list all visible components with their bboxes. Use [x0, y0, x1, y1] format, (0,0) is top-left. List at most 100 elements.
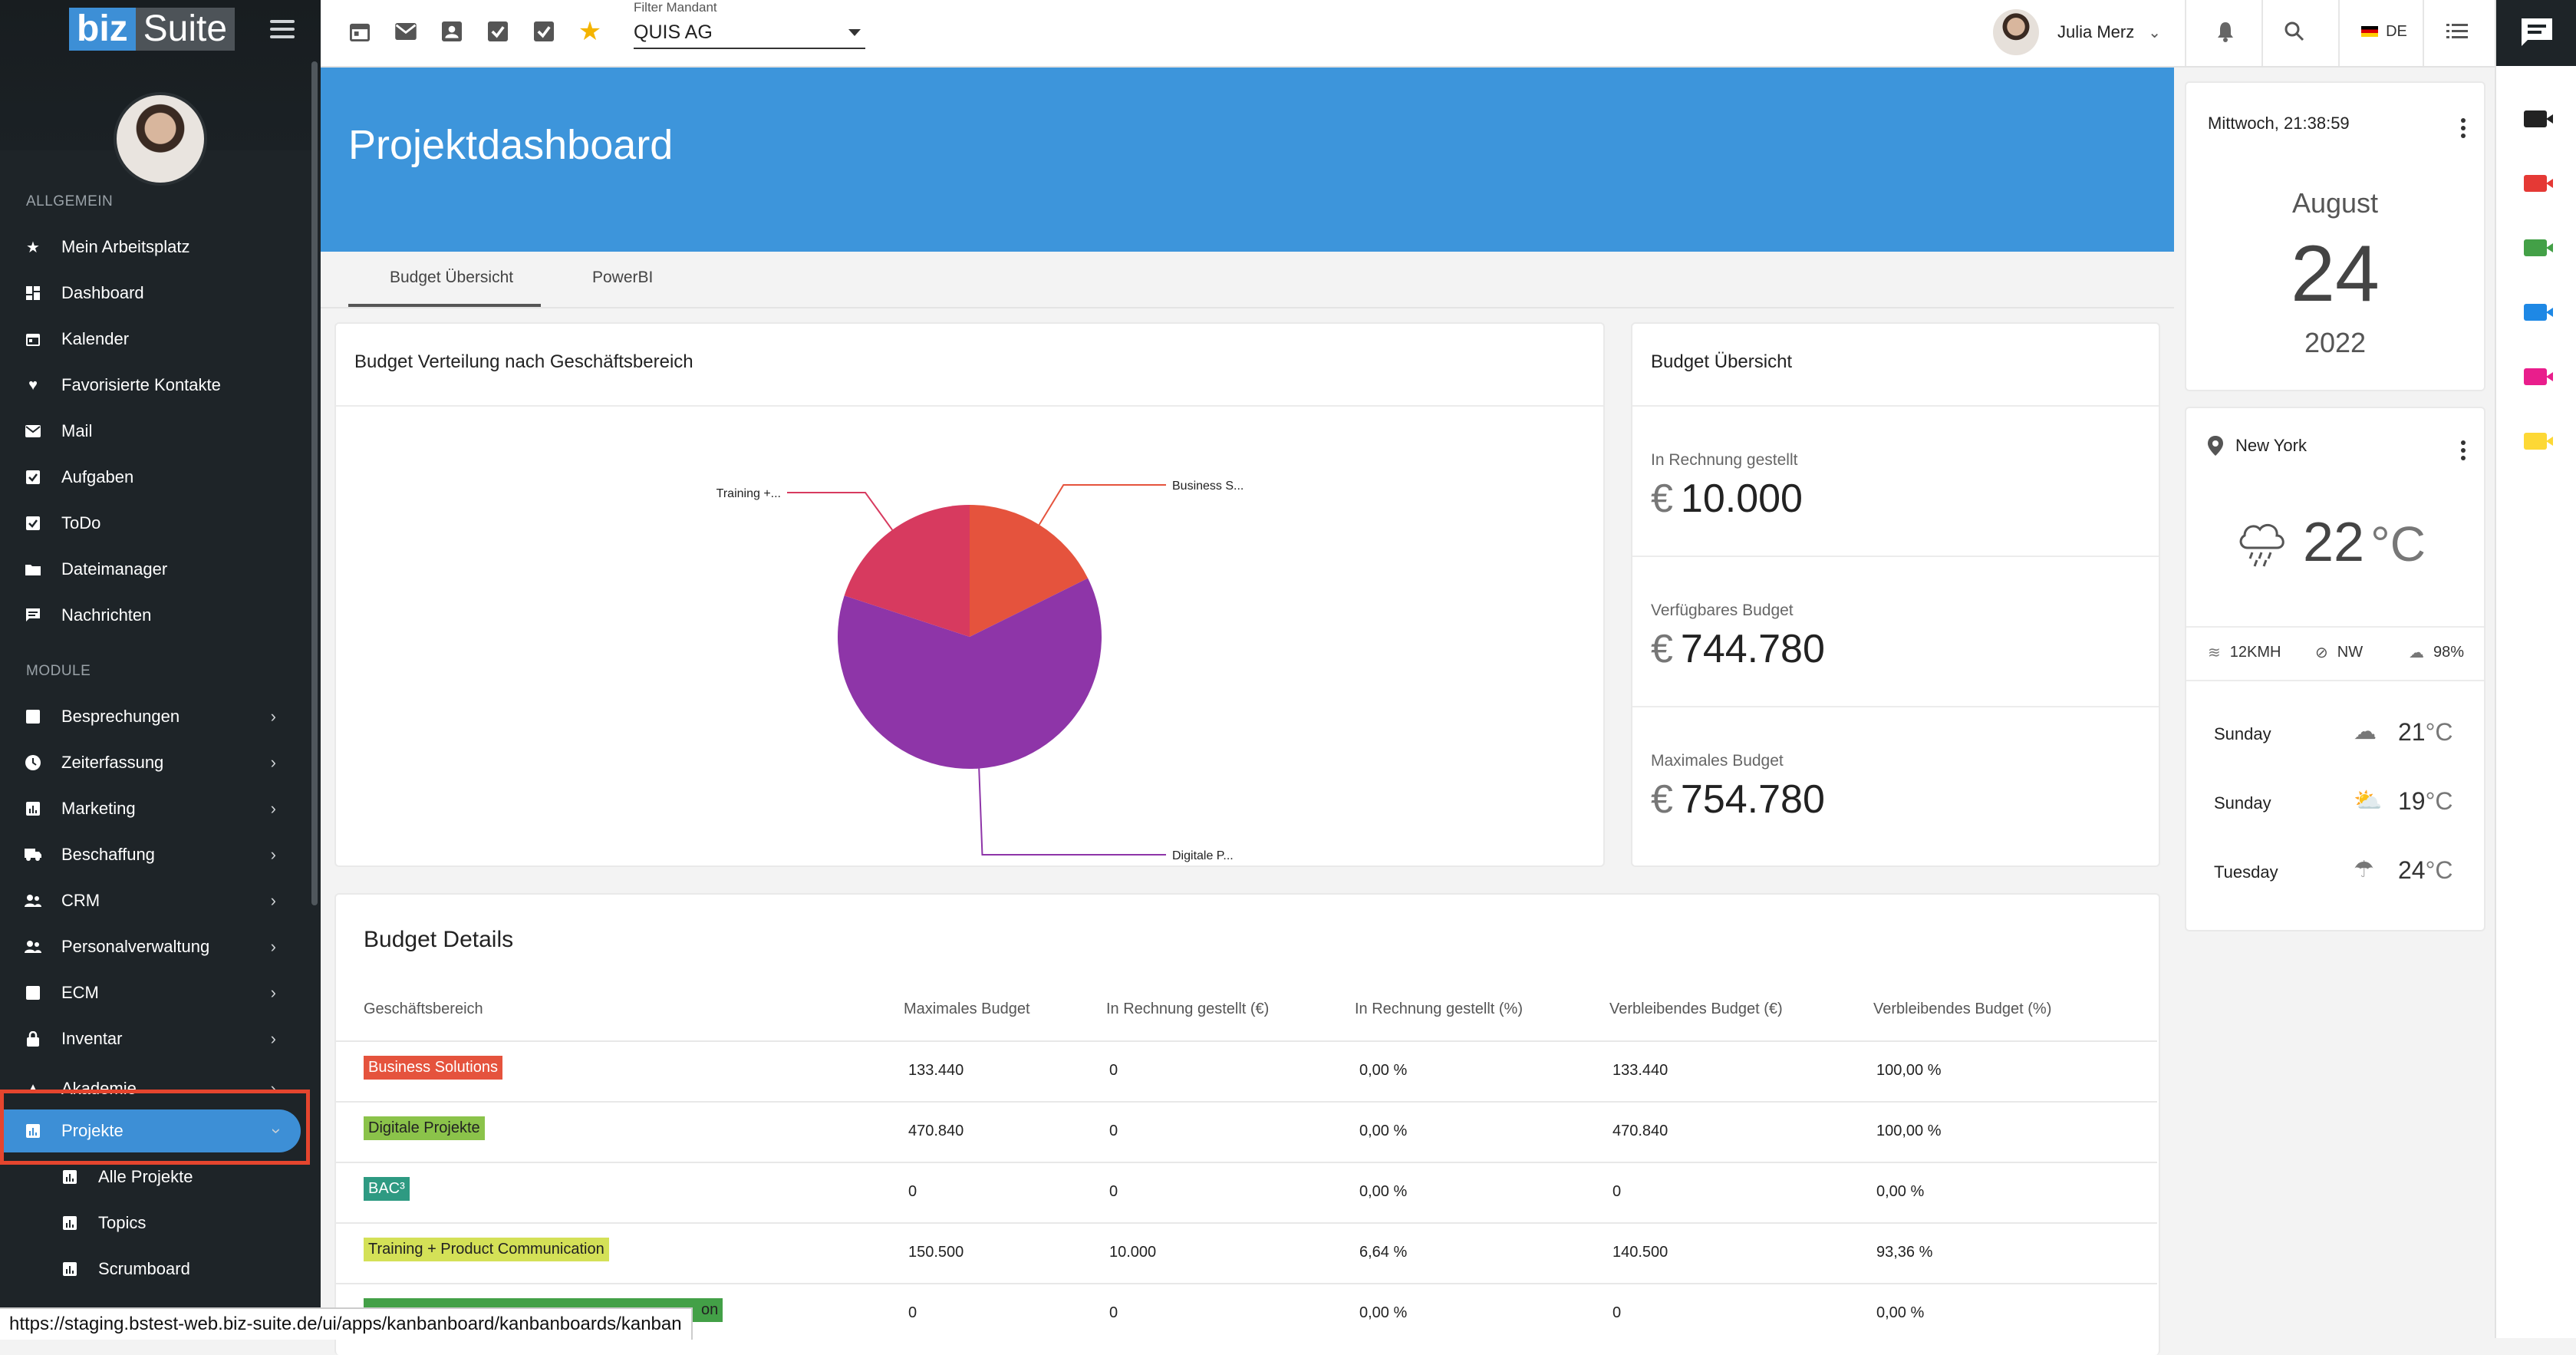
video-camera-yellow-icon[interactable] — [2524, 433, 2553, 450]
sidebar-item-zeiterfassung[interactable]: Zeiterfassung › — [0, 741, 307, 784]
sidebar-item-ecm[interactable]: ECM › — [0, 971, 307, 1014]
partly-cloudy-icon: ⛅ — [2354, 788, 2383, 813]
pie-slice[interactable] — [844, 505, 970, 637]
pie-chart: Business S... Digitale P... Training +... — [716, 480, 1244, 862]
business-area-tag[interactable]: BAC³ — [364, 1177, 410, 1201]
sidebar-item-todo[interactable]: ToDo — [0, 502, 307, 545]
sidebar-item-besprechungen[interactable]: Besprechungen › — [0, 695, 307, 738]
sidebar-subitem-alle-projekte[interactable]: Alle Projekte — [0, 1156, 307, 1198]
business-area-tag[interactable]: Digitale Projekte — [364, 1116, 485, 1140]
menu-toggle-icon[interactable] — [270, 20, 295, 40]
video-camera-green-icon[interactable] — [2524, 239, 2553, 256]
sidebar-subitem-topics[interactable]: Topics — [0, 1202, 307, 1245]
sidebar-item-projekte[interactable]: Projekte › — [0, 1109, 301, 1152]
pie-leader-line — [1038, 484, 1166, 526]
topbar: ★ Filter Mandant QUIS AG Julia Merz ⌄ DE — [321, 0, 2495, 68]
sidebar-item-dashboard[interactable]: Dashboard — [0, 272, 307, 315]
sidebar-item-aufgaben[interactable]: Aufgaben — [0, 456, 307, 499]
table-row[interactable]: Digitale Projekte 470.840 0 0,00 % 470.840 10… — [336, 1101, 2157, 1162]
sidebar-subitem-scrumboard[interactable]: Scrumboard — [0, 1248, 307, 1291]
sidebar-item-label: Mein Arbeitsplatz — [61, 237, 190, 256]
sidebar-item-personalverwaltung[interactable]: Personalverwaltung › — [0, 925, 307, 968]
sidebar-item-favorisierte-kontakte[interactable]: ♥ Favorisierte Kontakte — [0, 364, 307, 407]
column-header[interactable]: Geschäftsbereich — [364, 1001, 483, 1017]
divider — [2423, 0, 2424, 66]
contact-icon[interactable] — [440, 20, 463, 43]
table-row[interactable]: BAC³ 0 0 0,00 % 0 0,00 % — [336, 1162, 2157, 1223]
avatar[interactable] — [114, 92, 207, 186]
table-cell-max: 133.440 — [908, 1062, 964, 1079]
table-row[interactable]: Business Solutions 133.440 0 0,00 % 133.440 1… — [336, 1040, 2157, 1102]
checkbox-icon[interactable] — [486, 20, 509, 43]
sidebar-item-inventar[interactable]: Inventar › — [0, 1017, 307, 1060]
people-icon — [25, 938, 41, 955]
sidebar-item-beschaffung[interactable]: Beschaffung › — [0, 833, 307, 876]
business-area-tag[interactable]: Training + Product Communication — [364, 1238, 609, 1261]
table-cell-remaining: 0 — [1612, 1183, 1622, 1200]
column-header[interactable]: Verbleibendes Budget (€) — [1609, 1001, 1783, 1017]
video-camera-icon[interactable] — [2524, 110, 2553, 127]
language-switch[interactable]: DE — [2354, 20, 2415, 43]
chart-icon — [25, 800, 41, 817]
more-vert-icon[interactable] — [2461, 440, 2466, 463]
sidebar-scrollbar[interactable] — [311, 61, 318, 905]
page-title: Projektdashboard — [348, 122, 674, 168]
sidebar-item-label: ToDo — [61, 513, 101, 532]
budget-value: €744.780 — [1651, 627, 1825, 671]
chevron-right-icon: › — [270, 983, 276, 1002]
business-area-tag[interactable]: Business Solutions — [364, 1056, 502, 1080]
card-title: Budget Verteilung nach Geschäftsbereich — [354, 351, 693, 372]
video-camera-pink-icon[interactable] — [2524, 368, 2553, 385]
wind-speed: ≋ 12KMH — [2208, 644, 2281, 661]
sidebar-item-kalender[interactable]: Kalender — [0, 318, 307, 361]
table-cell-remaining: 140.500 — [1612, 1244, 1668, 1261]
section-label-general: ALLGEMEIN — [26, 193, 114, 209]
sidebar-header: biz Suite — [0, 0, 321, 150]
tab-powerbi[interactable]: PowerBI — [592, 269, 654, 286]
table-cell-billed-pct: 0,00 % — [1359, 1183, 1408, 1200]
search-icon[interactable] — [2283, 20, 2306, 43]
sidebar-item-dateimanager[interactable]: Dateimanager — [0, 548, 307, 591]
budget-label: Maximales Budget — [1651, 752, 1784, 770]
sidebar-item-crm[interactable]: CRM › — [0, 879, 307, 922]
clock-widget: Mittwoch, 21:38:59 August 24 2022 — [2185, 81, 2485, 391]
table-row[interactable]: Training + Product Communication 150.500 1… — [336, 1222, 2157, 1284]
chat-icon[interactable] — [2496, 0, 2576, 66]
list-menu-icon[interactable] — [2446, 20, 2469, 43]
table-cell-billed-pct: 0,00 % — [1359, 1062, 1408, 1079]
table-cell-billed: 0 — [1109, 1062, 1118, 1079]
more-vert-icon[interactable] — [2461, 118, 2466, 141]
star-icon[interactable]: ★ — [578, 17, 602, 46]
sidebar-item-label: Projekte — [61, 1121, 124, 1140]
sidebar-item-label: Favorisierte Kontakte — [61, 375, 221, 394]
mail-icon[interactable] — [394, 20, 417, 43]
brand-logo[interactable]: biz Suite — [69, 8, 236, 51]
pie-slice[interactable] — [838, 578, 1102, 769]
video-camera-red-icon[interactable] — [2524, 175, 2553, 192]
table-cell-max: 0 — [908, 1304, 917, 1321]
compass-icon: ⊘ — [2315, 645, 2328, 661]
sidebar-item-nachrichten[interactable]: Nachrichten — [0, 594, 307, 637]
checkbox-icon[interactable] — [532, 20, 555, 43]
calendar-icon[interactable] — [348, 20, 371, 43]
column-header[interactable]: Verbleibendes Budget (%) — [1873, 1001, 2052, 1017]
bell-icon[interactable] — [2214, 20, 2237, 43]
sidebar-item-mein-arbeitsplatz[interactable]: ★ Mein Arbeitsplatz — [0, 226, 307, 269]
weather-widget: New York 22 °C ≋ 12KMH ⊘ NW ☁ 98% Sunday ☁ 2… — [2185, 407, 2485, 931]
budget-overview-card: Budget Übersicht In Rechnung gestellt €1… — [1631, 322, 2160, 867]
divider — [2261, 0, 2263, 66]
table-cell-remaining: 133.440 — [1612, 1062, 1668, 1079]
sidebar-item-marketing[interactable]: Marketing › — [0, 787, 307, 830]
video-camera-blue-icon[interactable] — [2524, 304, 2553, 321]
sidebar-item-label: Topics — [98, 1213, 147, 1232]
column-header[interactable]: Maximales Budget — [904, 1001, 1030, 1017]
tab-budget-uebersicht[interactable]: Budget Übersicht — [348, 269, 542, 307]
sidebar-item-mail[interactable]: Mail — [0, 410, 307, 453]
column-header[interactable]: In Rechnung gestellt (%) — [1355, 1001, 1524, 1017]
table-cell-billed-pct: 6,64 % — [1359, 1244, 1408, 1261]
column-header[interactable]: In Rechnung gestellt (€) — [1106, 1001, 1270, 1017]
pie-slice[interactable] — [970, 505, 1089, 637]
user-menu[interactable]: Julia Merz ⌄ — [1993, 8, 2161, 57]
filter-mandant-select[interactable]: QUIS AG — [634, 17, 865, 49]
table-cell-billed-pct: 0,00 % — [1359, 1304, 1408, 1321]
